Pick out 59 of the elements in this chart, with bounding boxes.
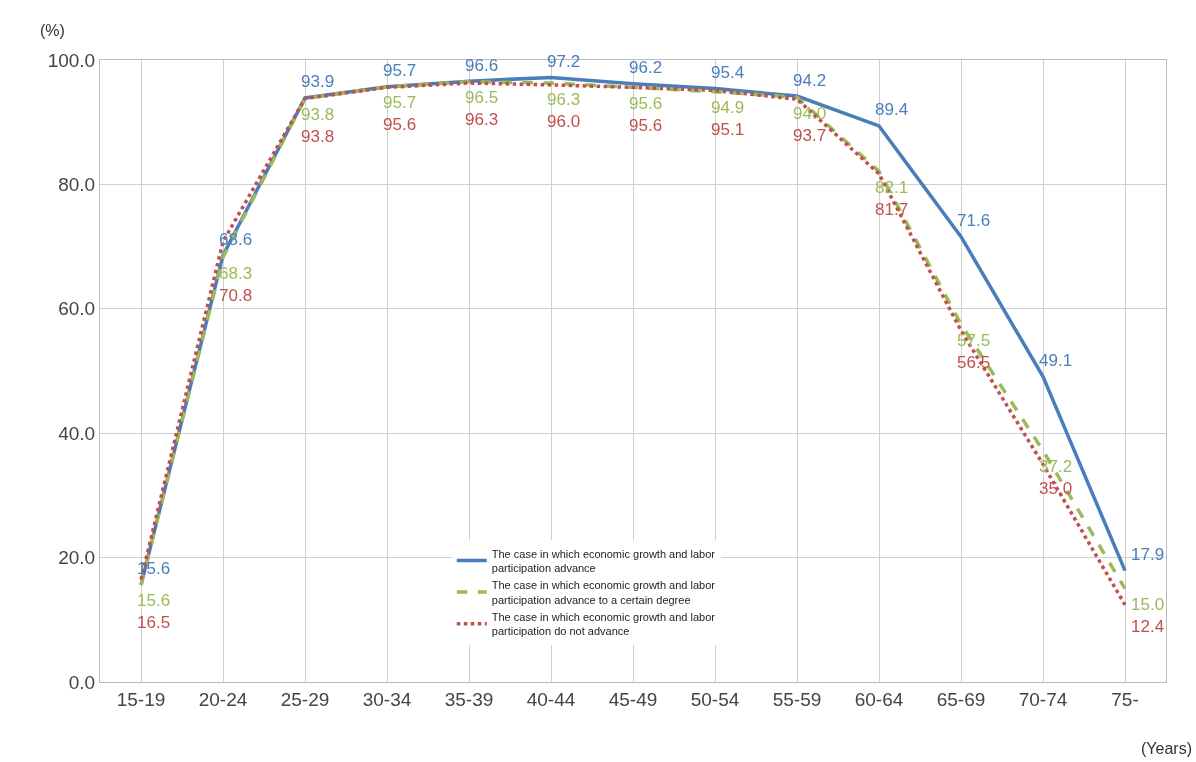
data-label: 96.0 [547, 112, 581, 131]
data-label: 15.6 [137, 591, 171, 610]
data-label: 12.4 [1131, 617, 1165, 636]
x-tick-label: 65-69 [936, 688, 986, 710]
x-tick-label: 55-59 [772, 688, 822, 710]
y-axis-title: (%) [40, 22, 65, 39]
data-label: 94.2 [793, 71, 827, 90]
data-label: 94.0 [793, 104, 827, 123]
data-label: 96.3 [547, 90, 581, 109]
x-tick-label: 15-19 [116, 688, 166, 710]
data-label: 95.6 [629, 94, 663, 113]
x-tick-label: 40-44 [526, 688, 576, 710]
data-label: 68.3 [219, 264, 253, 283]
x-tick-label: 30-34 [362, 688, 412, 710]
data-label: 70.8 [219, 286, 253, 305]
legend-label: The case in which economic growth and labor participation do not advance [491, 610, 716, 638]
x-tick-label: 70-74 [1018, 688, 1068, 710]
data-label: 17.9 [1131, 545, 1165, 564]
y-tick-label: 0.0 [68, 671, 96, 693]
data-label: 93.8 [301, 105, 335, 124]
y-tick-label: 100.0 [47, 49, 96, 71]
data-label: 57.5 [957, 331, 991, 350]
data-label: 56.5 [957, 353, 991, 372]
data-label: 37.2 [1039, 457, 1073, 476]
data-label: 95.4 [711, 63, 745, 82]
legend-label: The case in which economic growth and labor participation advance [491, 547, 716, 574]
data-label: 16.5 [137, 613, 171, 632]
y-tick-label: 40.0 [58, 422, 96, 444]
data-label: 94.9 [711, 98, 745, 117]
x-axis-title: (Years) [1141, 740, 1192, 757]
x-tick-label: 35-39 [444, 688, 494, 710]
data-label: 96.3 [465, 110, 499, 129]
data-label: 95.6 [383, 115, 417, 134]
data-label: 93.8 [301, 127, 335, 146]
data-label: 93.7 [793, 126, 827, 145]
data-label: 49.1 [1039, 351, 1073, 370]
data-label: 81.7 [875, 200, 909, 219]
data-label: 93.9 [301, 72, 335, 91]
data-label: 96.2 [629, 58, 663, 77]
data-label: 95.7 [383, 93, 417, 112]
data-label: 15.0 [1131, 595, 1165, 614]
data-label: 97.2 [547, 52, 581, 71]
data-label: 71.6 [957, 211, 991, 230]
x-tick-label: 60-64 [854, 688, 904, 710]
x-tick-label: 45-49 [608, 688, 658, 710]
data-label: 96.6 [465, 56, 499, 75]
data-label: 95.6 [629, 116, 663, 135]
y-tick-label: 80.0 [58, 174, 96, 196]
y-tick-label: 20.0 [58, 547, 96, 569]
data-label: 95.1 [711, 120, 745, 139]
y-tick-label: 60.0 [58, 298, 96, 320]
x-tick-label: 25-29 [280, 688, 330, 710]
legend-label: The case in which economic growth and labor participation advance to a certain degree [491, 579, 716, 606]
data-label: 95.7 [383, 61, 417, 80]
x-tick-label: 50-54 [690, 688, 740, 710]
x-tick-label: 20-24 [198, 688, 248, 710]
x-tick-label: 75- [1111, 688, 1139, 710]
data-label: 89.4 [875, 100, 909, 119]
data-label: 96.5 [465, 88, 499, 107]
